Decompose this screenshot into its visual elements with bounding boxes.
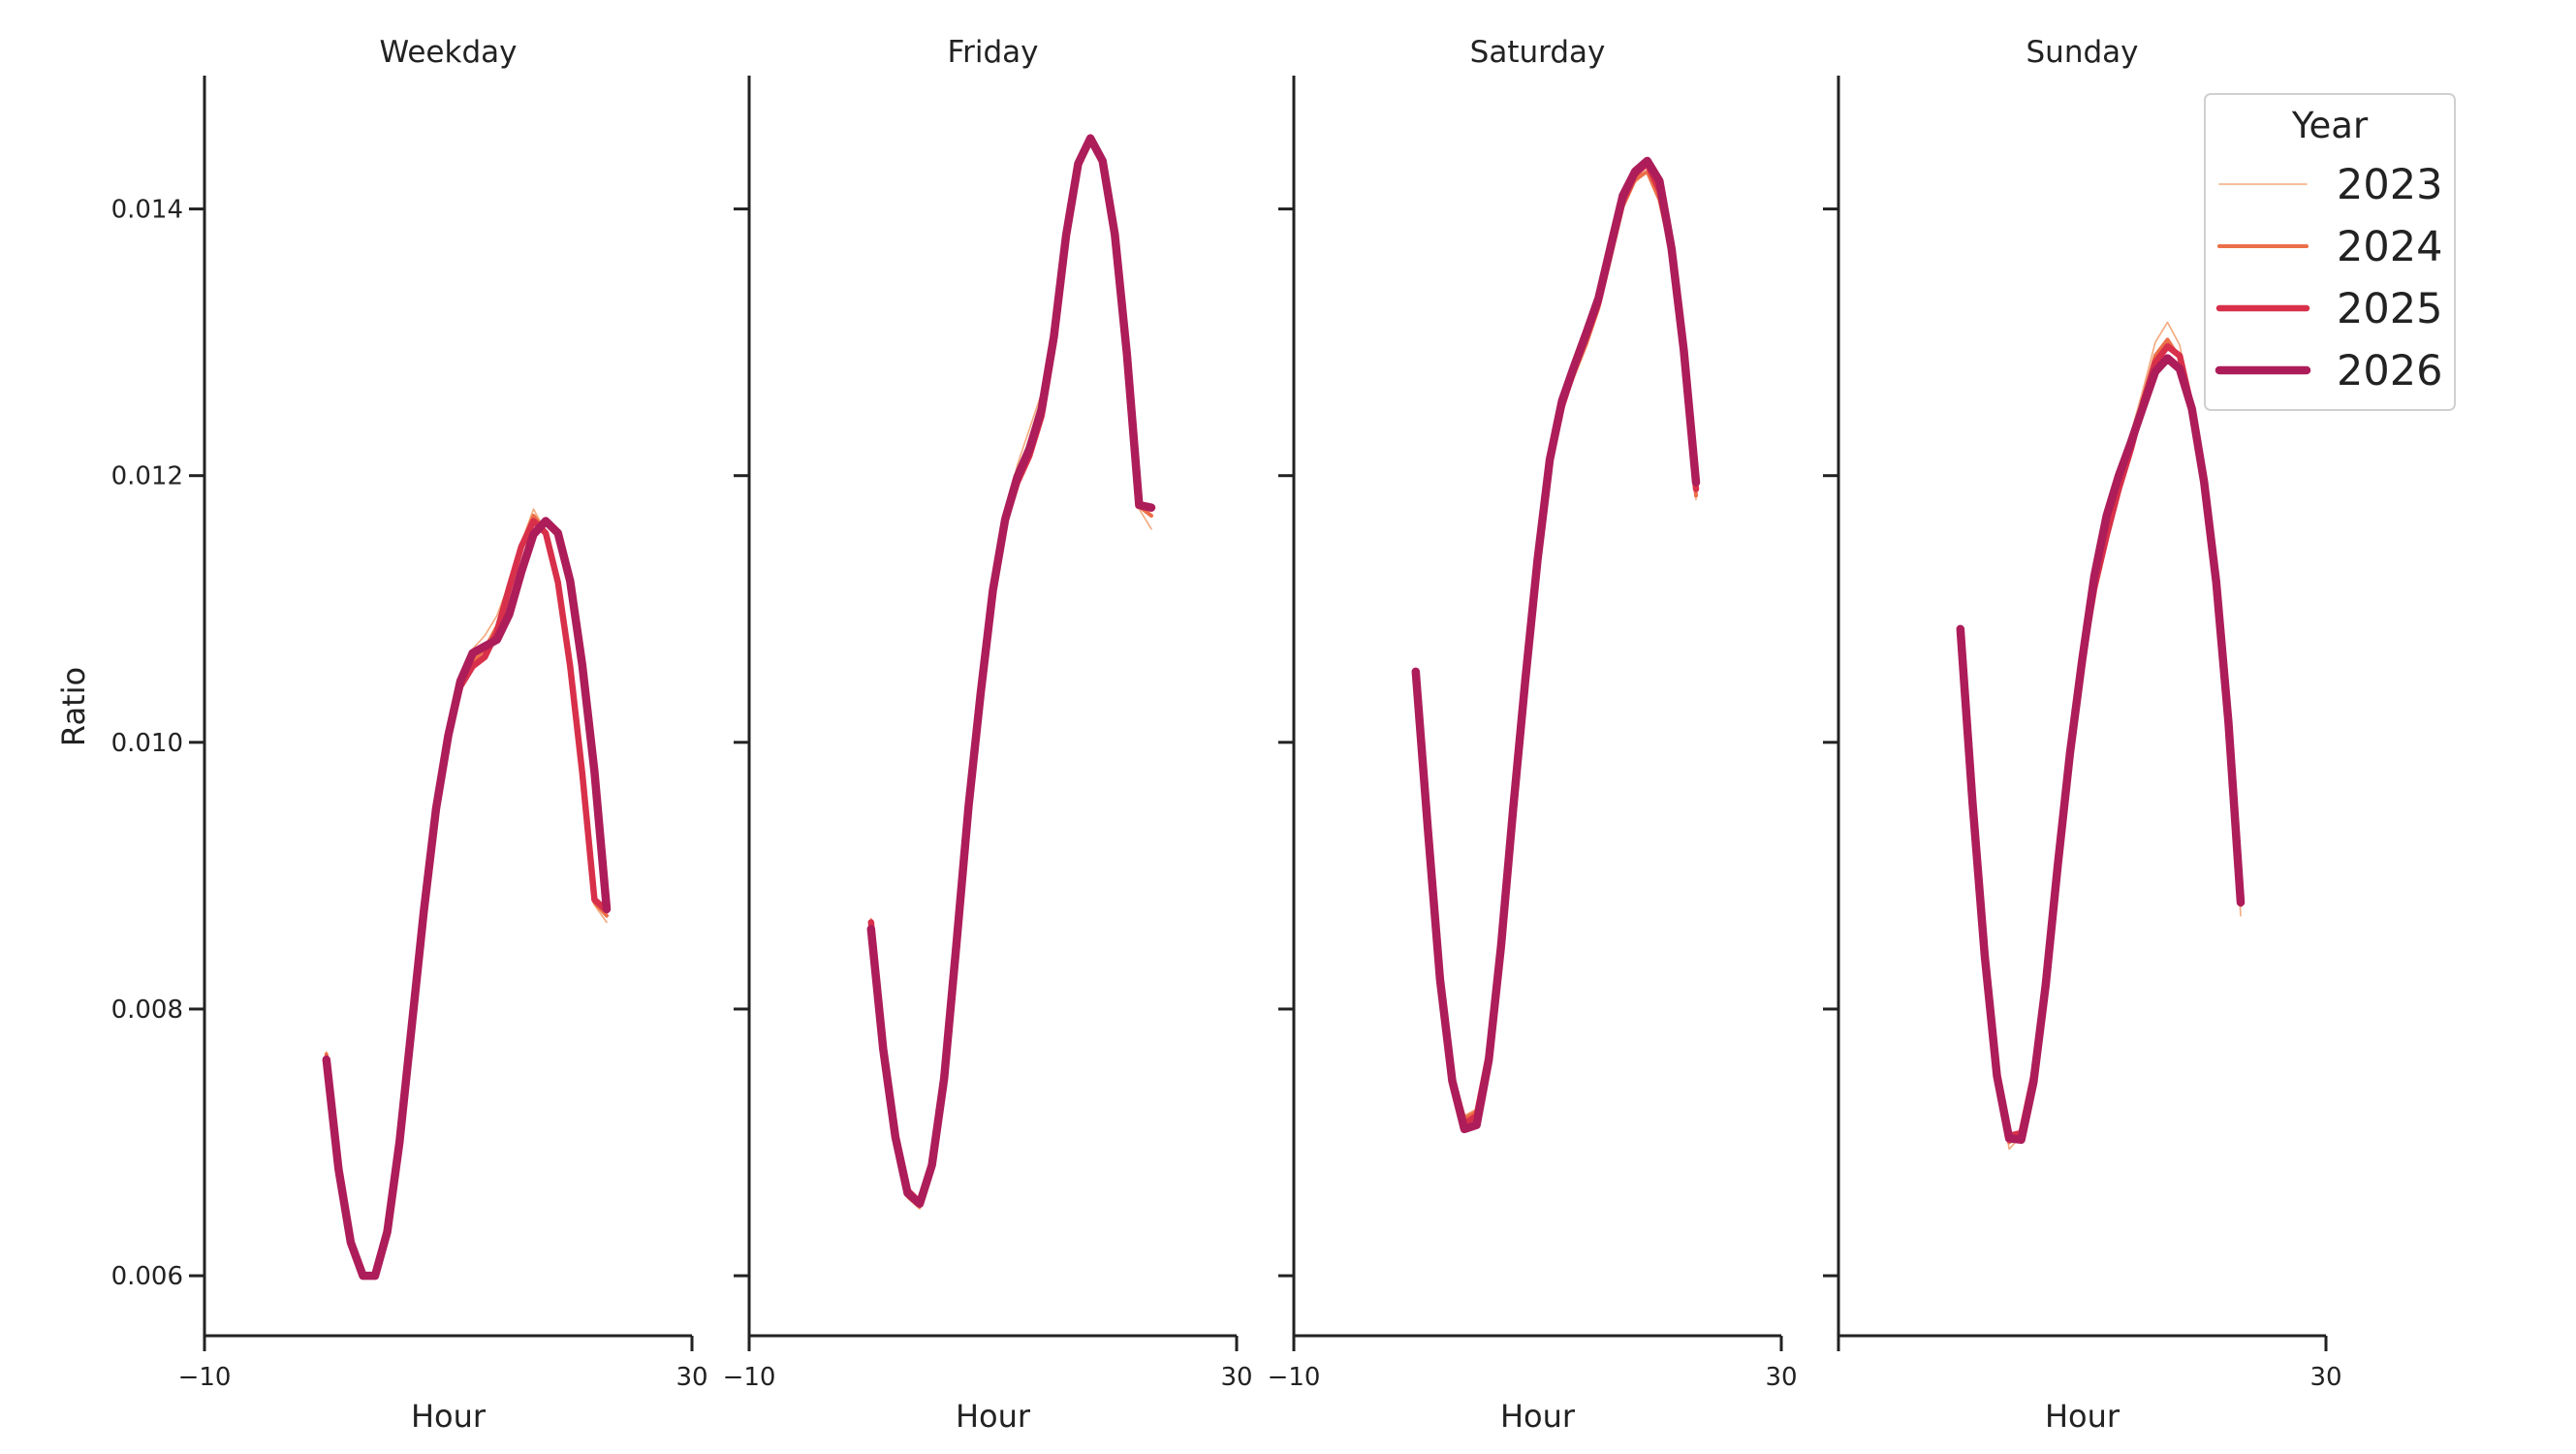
panel-saturday: Saturday −10 30 Hour xyxy=(1268,35,1798,1435)
x-tick-label: 30 xyxy=(1220,1363,1252,1392)
y-tick-label: 0.012 xyxy=(111,462,183,491)
x-tick-label: −10 xyxy=(1268,1363,1321,1392)
series-line-2023 xyxy=(869,139,1152,1211)
y-tick-label: 0.006 xyxy=(111,1262,183,1291)
panel-title: Friday xyxy=(948,35,1039,70)
x-axis-label: Hour xyxy=(2045,1398,2120,1435)
series-line-2026 xyxy=(1411,156,1701,1134)
x-tick-label: 30 xyxy=(1765,1363,1797,1392)
series-line-2025 xyxy=(867,135,1155,1206)
panel-title: Weekday xyxy=(380,35,518,70)
series-line-2025 xyxy=(323,518,611,1280)
legend-title: Year xyxy=(2291,105,2369,146)
panel-title: Saturday xyxy=(1470,35,1606,70)
legend: Year 2023 2024 2025 2026 xyxy=(2204,93,2456,411)
series-line-2023 xyxy=(1415,171,1697,1117)
x-axis-label: Hour xyxy=(1500,1398,1576,1435)
x-tick-label: 30 xyxy=(2309,1363,2341,1392)
y-axis-label: Ratio xyxy=(55,667,92,746)
series-line-2024 xyxy=(1413,170,1698,1121)
panel-friday: Friday −10 30 Hour xyxy=(723,35,1253,1435)
x-tick-label: 30 xyxy=(675,1363,707,1392)
series-line-2025 xyxy=(1412,160,1700,1127)
y-tick-label: 0.010 xyxy=(111,729,183,758)
series-line-2026 xyxy=(322,517,612,1280)
legend-label-2024: 2024 xyxy=(2337,223,2442,271)
x-tick-label: −10 xyxy=(178,1363,232,1392)
x-axis-label: Hour xyxy=(411,1398,487,1435)
y-tick-label: 0.014 xyxy=(111,196,183,225)
series-line-2024 xyxy=(868,138,1153,1209)
series-line-2026 xyxy=(866,134,1156,1209)
legend-box xyxy=(2204,93,2456,411)
legend-label-2026: 2026 xyxy=(2337,347,2442,395)
panel-sunday: Sunday 30 Hour xyxy=(1823,35,2342,1435)
x-axis-label: Hour xyxy=(956,1398,1031,1435)
panel-weekday: Weekday 0.006 0.008 0.010 0.012 0.014 −10 30 Hou… xyxy=(111,35,708,1435)
panel-title: Sunday xyxy=(2026,35,2139,70)
legend-label-2023: 2023 xyxy=(2337,161,2442,209)
legend-label-2025: 2025 xyxy=(2337,285,2442,333)
y-tick-label: 0.008 xyxy=(111,996,183,1025)
series-line-2026 xyxy=(1956,354,2246,1145)
x-tick-label: −10 xyxy=(723,1363,776,1392)
